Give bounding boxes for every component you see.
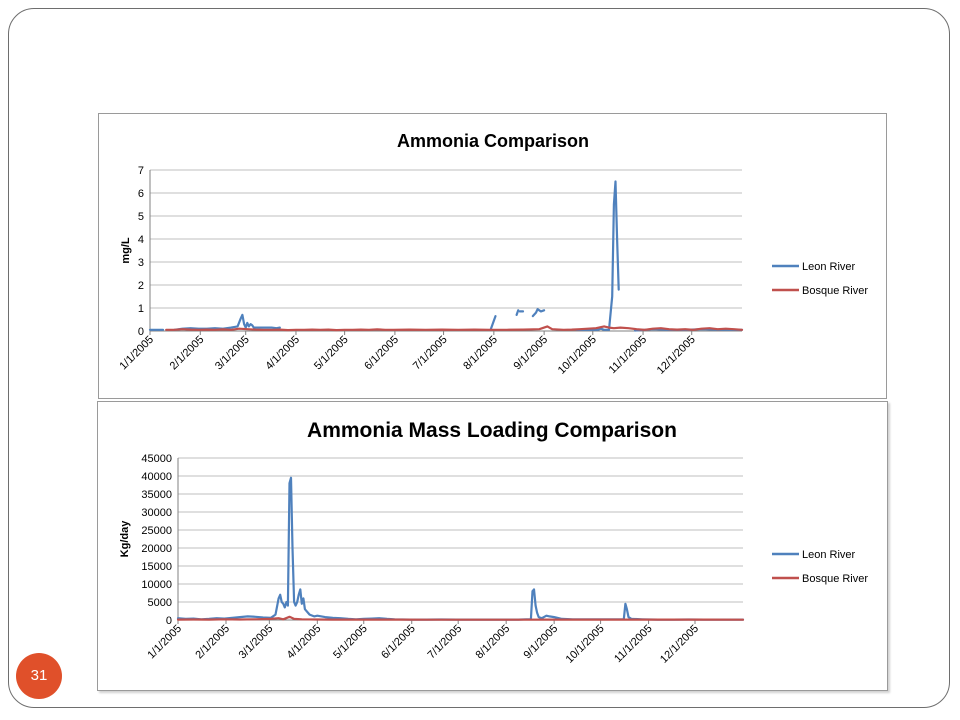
x-tick-label: 7/1/2005: [426, 623, 465, 662]
y-tick-label: 7: [138, 165, 144, 177]
x-tick-label: 7/1/2005: [411, 334, 450, 373]
x-tick-label: 1/1/2005: [145, 623, 184, 662]
x-tick-label: 8/1/2005: [461, 334, 500, 373]
y-tick-label: 15000: [141, 561, 172, 573]
series-line-leon-river: [531, 308, 546, 318]
legend-label-leon-river: Leon River: [802, 261, 856, 273]
ammonia-mass-loading-plot: Ammonia Mass Loading Comparison 0 5000 1000…: [119, 419, 868, 666]
ammonia-mass-loading-chart: Ammonia Mass Loading Comparison 0 5000 1000…: [97, 401, 888, 691]
x-tick-label: 12/1/2005: [655, 334, 698, 377]
y-tick-label: 5000: [148, 597, 172, 609]
x-tick-label: 11/1/2005: [607, 334, 650, 377]
chart-title: Ammonia Comparison: [397, 131, 589, 151]
x-tick-label: 9/1/2005: [522, 623, 561, 662]
y-tick-label: 45000: [141, 453, 172, 465]
legend-label-leon-river: Leon River: [802, 549, 856, 561]
series-line-leon-river: [173, 313, 281, 331]
x-tick-label: 12/1/2005: [658, 623, 701, 666]
y-tick-label: 5: [138, 211, 144, 223]
series-line-leon-river: [176, 476, 745, 621]
x-tick-label: 2/1/2005: [168, 334, 207, 373]
x-tick-label: 10/1/2005: [556, 334, 599, 377]
x-tick-label: 10/1/2005: [564, 623, 607, 666]
series-line-leon-river: [515, 309, 520, 316]
series-line-bosque-river: [176, 615, 745, 621]
y-tick-label: 2: [138, 280, 144, 292]
y-tick-label: 6: [138, 188, 144, 200]
series-line-leon-river: [575, 180, 620, 331]
y-tick-label: 1: [138, 303, 144, 315]
y-tick-label: 10000: [141, 579, 172, 591]
y-tick-label: 3: [138, 257, 144, 269]
y-tick-label: 40000: [141, 471, 172, 483]
y-tick-label: 4: [138, 234, 144, 246]
y-tick-label: 35000: [141, 489, 172, 501]
y-axis-label: Kg/day: [119, 520, 131, 558]
x-tick-label: 3/1/2005: [213, 334, 252, 373]
x-tick-label: 9/1/2005: [511, 334, 550, 373]
ammonia-concentration-chart: Ammonia Comparison 0 1 2 3 4 5 6 7 mg/L 1/1/2005 2/…: [98, 113, 887, 399]
y-axis-label: mg/L: [120, 237, 132, 264]
series-line-bosque-river: [165, 325, 744, 332]
series-line-leon-river: [489, 315, 497, 331]
y-tick-label: 0: [166, 615, 172, 627]
slide-frame: [8, 8, 950, 708]
y-tick-label: 0: [138, 326, 144, 338]
ammonia-concentration-plot: Ammonia Comparison 0 1 2 3 4 5 6 7 mg/L 1/1/2005 2/…: [117, 131, 868, 377]
x-tick-label: 5/1/2005: [312, 334, 351, 373]
page-number-badge: 31: [16, 653, 62, 699]
x-tick-label: 2/1/2005: [193, 623, 232, 662]
x-tick-label: 1/1/2005: [117, 334, 156, 373]
x-tick-label: 8/1/2005: [474, 623, 513, 662]
y-tick-label: 25000: [141, 525, 172, 537]
x-tick-label: 6/1/2005: [379, 623, 418, 662]
x-tick-label: 3/1/2005: [237, 623, 276, 662]
x-tick-label: 11/1/2005: [612, 623, 655, 666]
legend-label-bosque-river: Bosque River: [802, 573, 868, 585]
chart-title: Ammonia Mass Loading Comparison: [307, 419, 677, 442]
x-tick-label: 5/1/2005: [331, 623, 370, 662]
y-tick-label: 30000: [141, 507, 172, 519]
y-tick-label: 20000: [141, 543, 172, 555]
x-tick-label: 4/1/2005: [285, 623, 324, 662]
x-tick-label: 4/1/2005: [263, 334, 302, 373]
x-tick-label: 6/1/2005: [362, 334, 401, 373]
legend-label-bosque-river: Bosque River: [802, 285, 868, 297]
